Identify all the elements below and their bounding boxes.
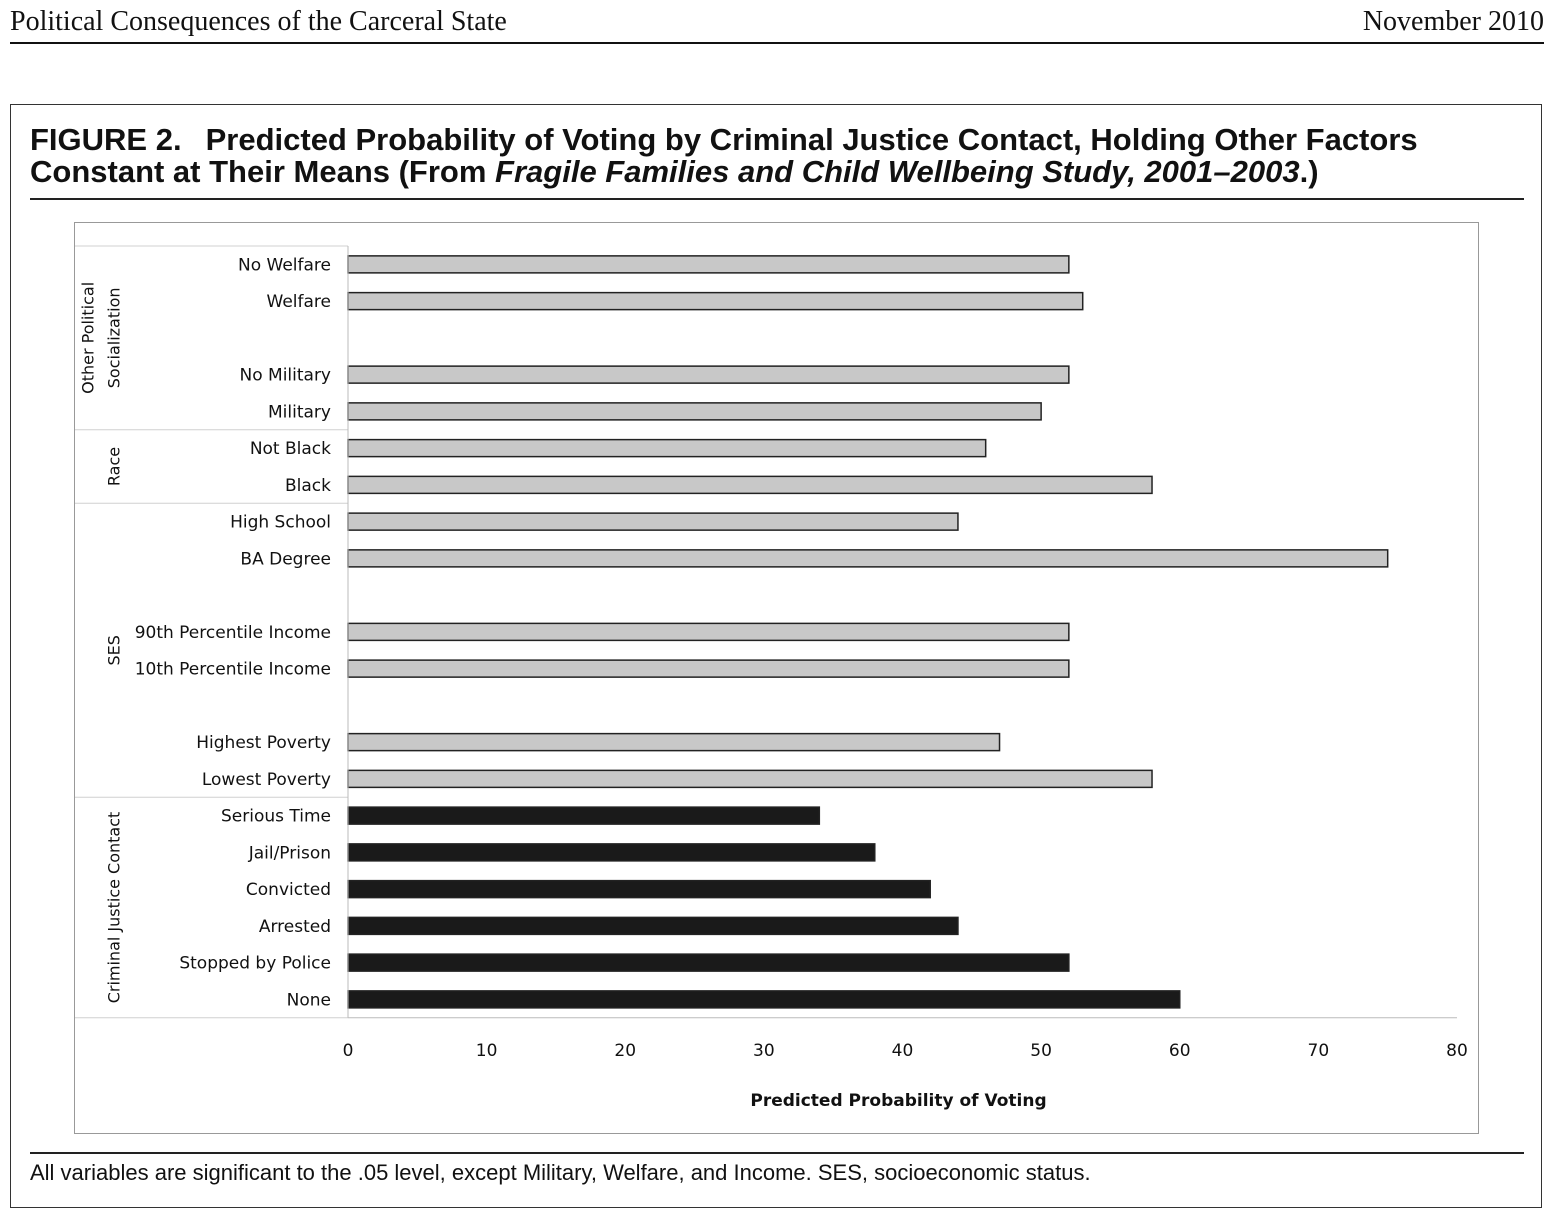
category-label: High School xyxy=(230,513,331,533)
bar xyxy=(347,806,821,825)
group-label: Other Political xyxy=(79,282,98,394)
caption-rule xyxy=(30,1152,1524,1154)
x-tick-label: 40 xyxy=(892,1041,914,1061)
category-label: Jail/Prison xyxy=(248,843,331,863)
bar xyxy=(347,843,876,862)
group-label: Race xyxy=(105,447,124,486)
bar xyxy=(347,402,1042,421)
x-tick-label: 30 xyxy=(753,1041,775,1061)
category-label: Not Black xyxy=(250,439,331,459)
bar xyxy=(347,365,1070,384)
category-label: None xyxy=(287,990,331,1010)
x-tick-label: 50 xyxy=(1030,1041,1052,1061)
bar-chart: No Welfare Welfare No Military Military Othe… xyxy=(75,245,1468,1111)
issue-date: November 2010 xyxy=(1362,6,1544,37)
bar xyxy=(347,512,959,531)
x-tick-label: 80 xyxy=(1446,1041,1468,1061)
bar xyxy=(347,255,1070,274)
bar xyxy=(347,916,959,936)
category-label: Convicted xyxy=(246,880,331,900)
category-label: Stopped by Police xyxy=(179,954,331,974)
group-label: Criminal Justice Contact xyxy=(105,812,124,1004)
bar xyxy=(347,475,1153,495)
group-label: Socialization xyxy=(105,288,124,389)
category-label: Highest Poverty xyxy=(196,733,331,753)
chart-frame: No Welfare Welfare No Military Military Othe… xyxy=(74,222,1479,1134)
figure-title-end: .) xyxy=(1299,154,1319,189)
category-label: BA Degree xyxy=(240,549,331,569)
bar xyxy=(347,659,1070,678)
x-tick-label: 70 xyxy=(1308,1041,1330,1061)
x-tick-label: 10 xyxy=(476,1041,498,1061)
group-label: SES xyxy=(105,635,124,665)
category-label: No Welfare xyxy=(238,255,331,275)
figure-frame xyxy=(10,104,1542,1208)
bar xyxy=(347,769,1153,789)
x-tick-label: 0 xyxy=(343,1041,354,1061)
x-tick-label: 20 xyxy=(614,1041,636,1061)
category-label: Welfare xyxy=(267,292,331,312)
category-label: Military xyxy=(268,402,331,422)
bar xyxy=(347,990,1181,1009)
running-header: Political Consequences of the Carceral S… xyxy=(10,2,1544,42)
figure-title: FIGURE 2. Predicted Probability of Voting… xyxy=(30,124,1520,188)
bar xyxy=(347,879,931,899)
bar xyxy=(347,953,1070,972)
category-label: No Military xyxy=(240,366,332,386)
figure-caption: All variables are significant to the .05… xyxy=(30,1160,1091,1185)
bar xyxy=(347,549,1389,568)
category-label: Lowest Poverty xyxy=(202,770,331,790)
category-label: 90th Percentile Income xyxy=(135,623,331,643)
bar xyxy=(347,622,1070,642)
bar xyxy=(347,732,1001,752)
figure-number: FIGURE 2. xyxy=(30,122,182,157)
title-rule xyxy=(30,198,1524,200)
category-label: Arrested xyxy=(259,917,331,937)
x-axis-title: Predicted Probability of Voting xyxy=(750,1091,1046,1111)
category-label: 10th Percentile Income xyxy=(135,660,331,680)
running-title: Political Consequences of the Carceral S… xyxy=(10,6,507,37)
category-label: Serious Time xyxy=(221,807,331,827)
header-rule xyxy=(10,42,1544,44)
category-label: Black xyxy=(285,476,331,496)
x-tick-label: 60 xyxy=(1169,1041,1191,1061)
bar xyxy=(347,438,987,458)
bar xyxy=(347,291,1084,311)
figure-title-text: Predicted Probability of Voting by Crimi… xyxy=(30,122,1418,189)
figure-title-source: Fragile Families and Child Wellbeing Stu… xyxy=(495,154,1300,189)
